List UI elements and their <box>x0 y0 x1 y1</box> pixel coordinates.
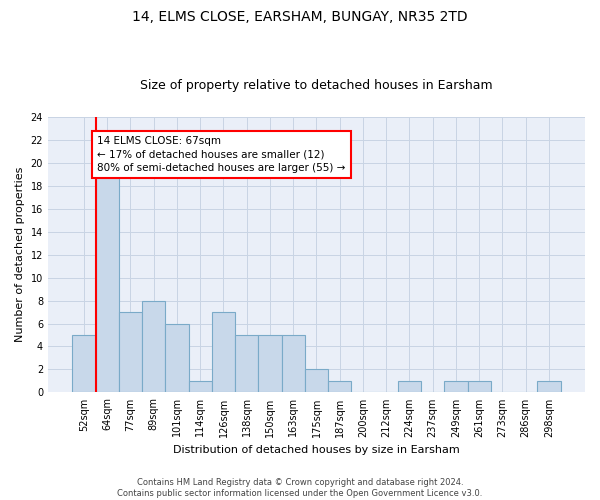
Bar <box>142 300 166 392</box>
Bar <box>328 381 352 392</box>
Text: 14, ELMS CLOSE, EARSHAM, BUNGAY, NR35 2TD: 14, ELMS CLOSE, EARSHAM, BUNGAY, NR35 2T… <box>132 10 468 24</box>
X-axis label: Distribution of detached houses by size in Earsham: Distribution of detached houses by size … <box>173 445 460 455</box>
Bar <box>212 312 235 392</box>
Bar <box>445 381 467 392</box>
Y-axis label: Number of detached properties: Number of detached properties <box>15 167 25 342</box>
Bar <box>259 335 281 392</box>
Bar <box>95 162 119 392</box>
Bar <box>235 335 259 392</box>
Bar <box>305 370 328 392</box>
Bar <box>166 324 188 392</box>
Bar <box>398 381 421 392</box>
Bar <box>281 335 305 392</box>
Bar <box>73 335 95 392</box>
Text: Contains HM Land Registry data © Crown copyright and database right 2024.
Contai: Contains HM Land Registry data © Crown c… <box>118 478 482 498</box>
Title: Size of property relative to detached houses in Earsham: Size of property relative to detached ho… <box>140 79 493 92</box>
Text: 14 ELMS CLOSE: 67sqm
← 17% of detached houses are smaller (12)
80% of semi-detac: 14 ELMS CLOSE: 67sqm ← 17% of detached h… <box>97 136 346 172</box>
Bar <box>467 381 491 392</box>
Bar <box>538 381 560 392</box>
Bar <box>188 381 212 392</box>
Bar <box>119 312 142 392</box>
